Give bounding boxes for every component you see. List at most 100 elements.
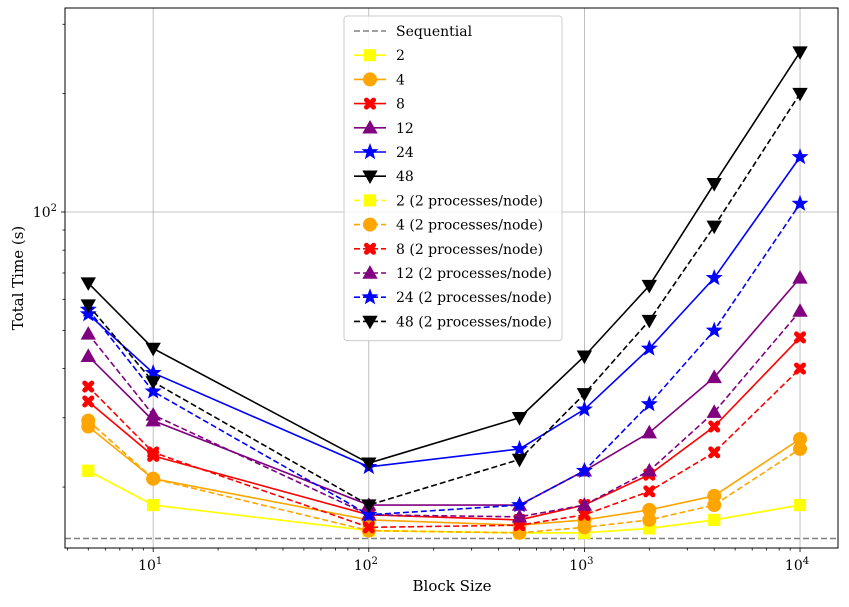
- data-point-x: [708, 446, 721, 459]
- data-point-triangle-up: [80, 326, 96, 340]
- data-point-triangle-up: [511, 509, 528, 523]
- data-point-triangle-down: [362, 170, 378, 185]
- data-point-x: [363, 242, 377, 255]
- data-point-triangle-down: [80, 299, 96, 313]
- data-point-triangle-down: [362, 315, 378, 330]
- data-point-star: [361, 288, 379, 305]
- data-point-star: [79, 305, 97, 322]
- legend-label: 4 (2 processes/node): [396, 218, 543, 234]
- data-point-triangle-down: [792, 46, 808, 60]
- legend-label: 8: [396, 97, 405, 113]
- data-point-square: [708, 513, 721, 526]
- series-line: [87, 203, 801, 516]
- data-point-triangle-down: [80, 277, 96, 291]
- data-point-circle: [81, 413, 96, 428]
- series-line: [87, 156, 801, 468]
- data-point-triangle-down: [641, 314, 658, 329]
- data-point-x: [794, 362, 807, 375]
- data-point-circle: [363, 72, 377, 87]
- data-point-triangle-up: [792, 303, 808, 317]
- series-8: [82, 362, 807, 534]
- data-point-square: [82, 464, 95, 477]
- data-point-x: [578, 508, 591, 521]
- data-point-star: [575, 461, 593, 478]
- data-point-triangle-down: [145, 376, 161, 390]
- legend-label: 48 (2 processes/node): [396, 314, 552, 330]
- legend-label: Sequential: [396, 24, 473, 40]
- data-point-triangle-down: [576, 350, 593, 365]
- legend-entry: 8: [354, 97, 405, 113]
- axis-ticks: 101 102 103 104 102: [33, 23, 809, 574]
- data-point-triangle-up: [641, 424, 658, 439]
- legend-label: 48: [396, 169, 414, 185]
- legend-entry: Sequential: [354, 24, 473, 40]
- data-point-triangle-up: [80, 348, 96, 362]
- data-point-circle: [793, 441, 808, 456]
- series-line: [87, 51, 801, 465]
- x-axis-label: Block Size: [413, 577, 492, 595]
- plot-frame: [64, 7, 839, 549]
- data-point-x: [82, 380, 95, 393]
- x-tick-label: 103: [569, 556, 593, 574]
- series-line: [87, 470, 801, 534]
- data-point-triangle-down: [361, 499, 377, 513]
- series-line: [87, 336, 801, 521]
- legend-label: 24 (2 processes/node): [396, 290, 552, 306]
- data-point-square: [794, 499, 807, 512]
- data-point-square: [363, 49, 377, 62]
- y-axis-label: Total Time (s): [9, 226, 27, 330]
- data-point-triangle-up: [576, 497, 593, 511]
- data-point-x: [708, 420, 721, 433]
- data-point-triangle-down: [706, 178, 722, 192]
- legend-box: [343, 15, 563, 342]
- data-point-triangle-down: [511, 412, 528, 426]
- data-series: [79, 46, 809, 540]
- data-point-triangle-up: [706, 369, 722, 384]
- legend-label: 12: [396, 121, 414, 137]
- data-point-triangle-down: [361, 457, 377, 472]
- series-line: [87, 93, 801, 506]
- legend-entry: 8 (2 processes/node): [354, 242, 543, 258]
- data-point-triangle-up: [641, 462, 658, 477]
- data-point-square: [363, 194, 377, 207]
- data-point-circle: [707, 498, 722, 513]
- data-point-triangle-up: [362, 119, 378, 134]
- data-point-triangle-up: [792, 270, 808, 284]
- series-11: [80, 87, 808, 513]
- data-point-triangle-down: [792, 87, 808, 102]
- data-point-triangle-up: [706, 404, 722, 418]
- series-4: [79, 148, 809, 475]
- data-point-triangle-down: [511, 453, 528, 468]
- data-point-star: [791, 194, 809, 211]
- legend-label: 2 (2 processes/node): [396, 193, 543, 209]
- y-tick-label: 102: [33, 203, 57, 221]
- data-point-triangle-down: [576, 388, 593, 402]
- data-point-star: [791, 148, 809, 165]
- legend-entry: 4: [354, 72, 405, 88]
- legend-label: 8 (2 processes/node): [396, 242, 543, 258]
- legend-entry: 24: [354, 143, 414, 161]
- data-point-triangle-up: [145, 407, 161, 421]
- series-line: [87, 310, 801, 518]
- data-point-star: [640, 339, 658, 356]
- series-10: [79, 194, 809, 523]
- data-point-x: [513, 519, 526, 532]
- legend-entry: 48: [354, 169, 414, 185]
- legend-entry: 12 (2 processes/node): [354, 265, 552, 282]
- data-point-star: [705, 321, 723, 338]
- data-point-star: [511, 496, 528, 513]
- legend-label: 2: [396, 48, 405, 64]
- data-point-star: [360, 505, 378, 523]
- data-point-x: [362, 521, 375, 534]
- x-tick-label: 104: [785, 556, 809, 574]
- data-point-star: [640, 395, 658, 412]
- data-point-circle: [642, 512, 657, 527]
- legend-entry: 24 (2 processes/node): [354, 288, 552, 306]
- data-point-star: [361, 143, 379, 160]
- series-line: [87, 368, 801, 529]
- data-point-circle: [363, 217, 377, 232]
- legend-entry: 4 (2 processes/node): [354, 217, 543, 234]
